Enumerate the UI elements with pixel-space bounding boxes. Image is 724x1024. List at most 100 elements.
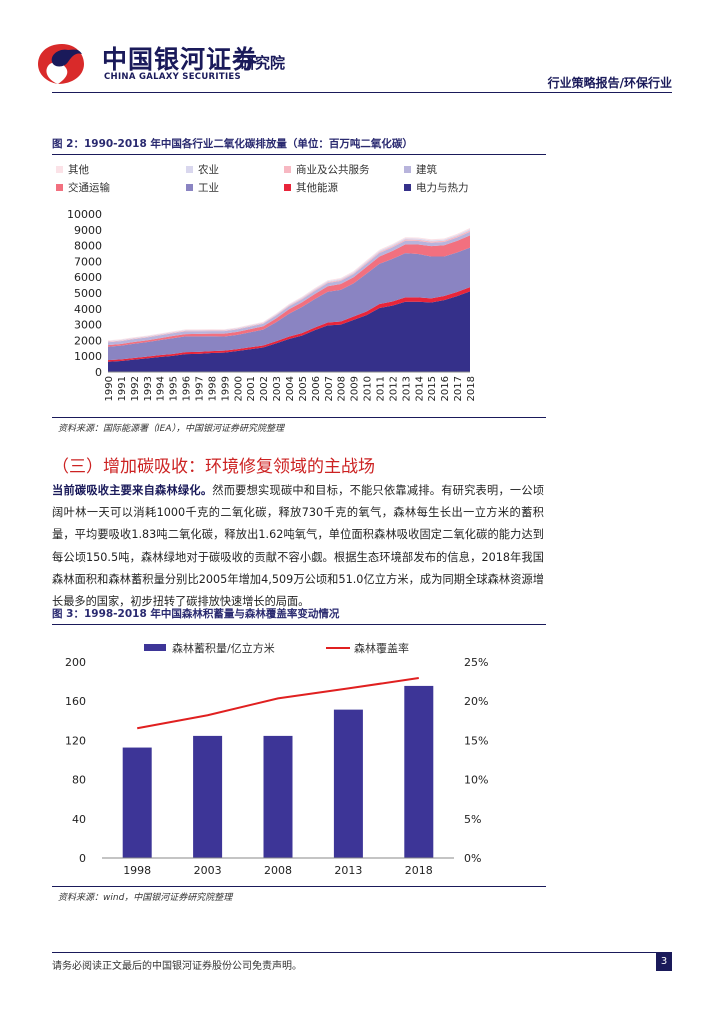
coverage-line: [137, 677, 419, 730]
x-tick-label: 2017: [453, 376, 464, 401]
x-tick-label: 1990: [104, 376, 115, 401]
y2-tick-label: 20%: [464, 695, 488, 708]
area-series: [108, 229, 470, 342]
legend-swatch: [144, 644, 166, 651]
y2-tick-label: 25%: [464, 656, 488, 669]
figure2-bottom-rule: [52, 417, 546, 418]
x-tick-label: 2011: [376, 376, 387, 401]
footer-divider: [52, 952, 672, 953]
page-number: 3: [656, 953, 672, 971]
x-tick-label: 2008: [337, 376, 348, 401]
bar: [263, 735, 293, 858]
y-tick-label: 0: [79, 852, 86, 865]
figure3-title: 图 3：1998-2018 年中国森林积蓄量与森林覆盖率变动情况: [52, 608, 340, 620]
legend-label: 其他能源: [296, 181, 338, 194]
y-tick-label: 80: [72, 774, 86, 787]
x-tick-label: 2000: [233, 376, 244, 401]
y-tick-label: 7000: [74, 255, 102, 268]
section-paragraph: 当前碳吸收主要来自森林绿化。然而要想实现碳中和目标，不能只依靠减排。有研究表明，…: [52, 480, 544, 613]
x-tick-label: 1991: [117, 376, 128, 401]
x-tick-label: 1998: [207, 376, 218, 401]
y-tick-label: 9000: [74, 224, 102, 237]
x-tick-label: 2013: [334, 864, 362, 877]
y-tick-label: 120: [65, 734, 86, 747]
logo-company-name: 中国银河证券: [102, 45, 259, 74]
x-tick-label: 2004: [285, 376, 296, 401]
figure2-top-rule: [52, 154, 546, 155]
y-tick-label: 6000: [74, 271, 102, 284]
report-type: 行业策略报告/环保行业: [547, 76, 672, 90]
legend-label: 交通运输: [68, 181, 110, 194]
x-tick-label: 2015: [427, 376, 438, 401]
y2-tick-label: 10%: [464, 774, 488, 787]
legend-swatch: [284, 166, 291, 173]
legend-label: 其他: [68, 163, 89, 176]
area-series: [108, 230, 470, 343]
x-tick-label: 2014: [414, 376, 425, 401]
legend-swatch: [56, 184, 63, 191]
legend-label: 电力与热力: [416, 181, 469, 194]
legend-swatch: [186, 166, 193, 173]
figure3-source: 资料来源：wind，中国银河证券研究院整理: [58, 893, 233, 903]
x-tick-label: 1992: [130, 376, 141, 401]
x-tick-label: 2018: [466, 376, 477, 401]
section-heading: （三）增加碳吸收：环境修复领域的主战场: [52, 457, 375, 477]
figure3-top-rule: [52, 624, 546, 625]
footer-disclaimer: 请务必阅读正文最后的中国银河证券股份公司免责声明。: [52, 961, 302, 972]
legend-label: 农业: [198, 163, 219, 176]
logo-english-name: CHINA GALAXY SECURITIES: [104, 72, 241, 82]
y-tick-label: 10000: [67, 208, 102, 221]
x-tick-label: 2003: [272, 376, 283, 401]
y-tick-label: 5000: [74, 287, 102, 300]
x-tick-label: 2002: [259, 376, 270, 401]
x-tick-label: 2016: [440, 376, 451, 401]
paragraph-lead: 当前碳吸收主要来自森林绿化。: [52, 484, 213, 497]
y-tick-label: 4000: [74, 303, 102, 316]
header-divider: [52, 92, 672, 93]
galaxy-logo-icon: [38, 44, 84, 84]
paragraph-body: 然而要想实现碳中和目标，不能只依靠减排。有研究表明，一公顷阔叶林一天可以消耗10…: [52, 484, 544, 609]
bar: [404, 685, 434, 858]
legend-label: 商业及公共服务: [296, 163, 370, 176]
forest-bar-line-chart: 森林蓄积量/亿立方米 森林覆盖率 0 40 80 120 160 200 0% 5% 10% 15% 2…: [65, 641, 488, 877]
area-series: [108, 228, 470, 342]
legend-label: 工业: [198, 182, 219, 194]
y-tick-label: 0: [95, 366, 102, 379]
bar: [122, 747, 152, 858]
x-tick-label: 2003: [194, 864, 222, 877]
legend-label: 森林覆盖率: [354, 641, 409, 655]
bar: [193, 735, 223, 858]
x-tick-label: 1993: [143, 376, 154, 401]
legend-swatch: [186, 184, 193, 191]
y2-tick-label: 15%: [464, 734, 488, 747]
figure2-source: 资料来源：国际能源署（IEA），中国银河证券研究院整理: [58, 424, 284, 434]
logo: [32, 38, 310, 90]
x-tick-label: 1994: [156, 376, 167, 401]
x-tick-label: 2007: [324, 376, 335, 401]
area-series: [108, 291, 470, 372]
legend-label: 森林蓄积量/亿立方米: [172, 641, 275, 655]
area-series: [108, 287, 470, 362]
logo-institute: 研究院: [240, 54, 286, 72]
figure3-bottom-rule: [52, 886, 546, 887]
x-tick-label: 2008: [264, 864, 292, 877]
legend-swatch: [284, 184, 291, 191]
y2-tick-label: 0%: [464, 852, 481, 865]
x-tick-label: 2010: [363, 376, 374, 401]
x-tick-label: 1995: [169, 376, 180, 401]
y-tick-label: 40: [72, 813, 86, 826]
x-tick-label: 2009: [350, 376, 361, 401]
x-tick-label: 2006: [311, 376, 322, 401]
y-tick-label: 160: [65, 695, 86, 708]
x-tick-label: 2018: [405, 864, 433, 877]
x-tick-label: 1999: [220, 376, 231, 401]
x-tick-label: 1998: [123, 864, 151, 877]
x-tick-label: 1996: [182, 376, 193, 401]
area-series: [108, 235, 470, 347]
bar: [333, 709, 363, 858]
legend-swatch: [404, 184, 411, 191]
y-tick-label: 2000: [74, 334, 102, 347]
x-tick-label: 2013: [401, 376, 412, 401]
y2-tick-label: 5%: [464, 813, 481, 826]
y-tick-label: 200: [65, 656, 86, 669]
